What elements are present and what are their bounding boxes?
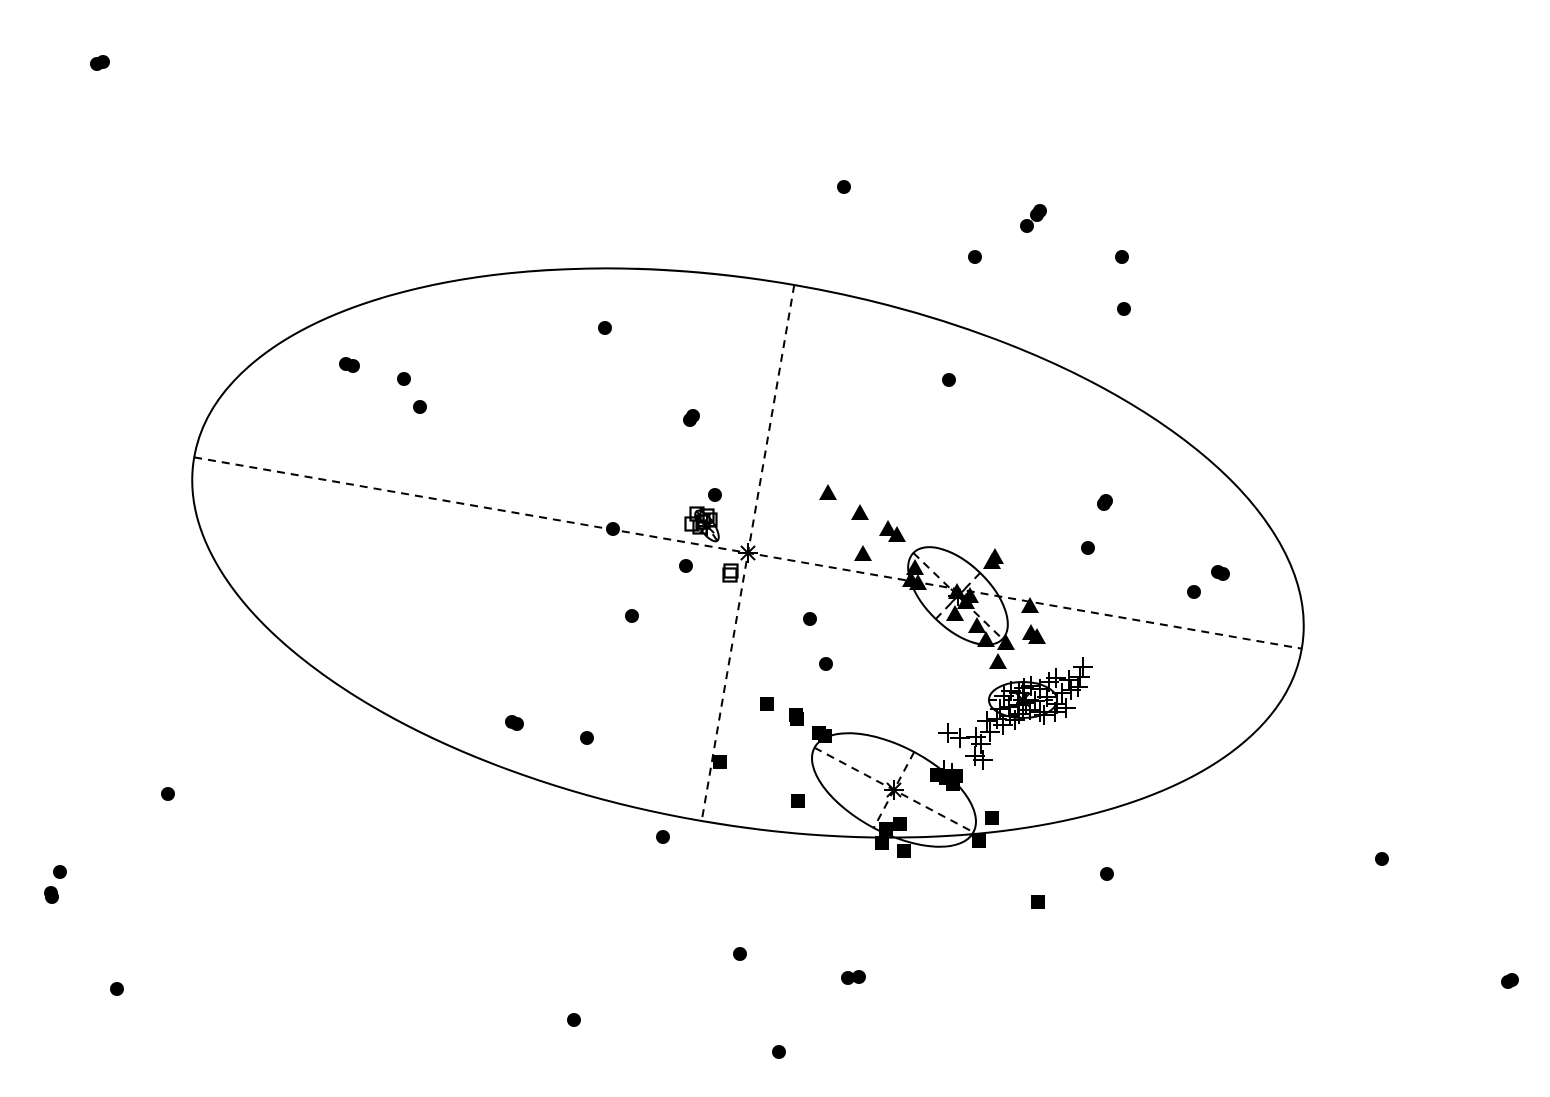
point-plus <box>1073 657 1093 677</box>
point-plus <box>950 728 970 748</box>
point-filled-triangle <box>888 526 906 542</box>
point-filled-square <box>879 822 893 836</box>
point-filled-circle <box>606 522 620 536</box>
point-filled-triangle <box>906 559 924 575</box>
centroid-layer <box>697 516 1033 800</box>
point-filled-square <box>1031 895 1045 909</box>
point-filled-circle <box>1097 497 1111 511</box>
point-filled-circle <box>1187 585 1201 599</box>
point-filled-triangle <box>946 605 964 621</box>
point-plus <box>977 711 997 731</box>
point-filled-triangle <box>851 504 869 520</box>
point-filled-triangle <box>879 520 897 536</box>
point-filled-circle <box>1117 302 1131 316</box>
point-open-square <box>684 516 700 532</box>
point-filled-circle <box>1081 541 1095 555</box>
point-plus <box>971 734 991 754</box>
centroid-asterisk <box>948 586 968 606</box>
point-filled-circle <box>580 731 594 745</box>
point-filled-square <box>760 697 774 711</box>
point-plus <box>994 686 1014 706</box>
point-filled-circle <box>567 1013 581 1027</box>
point-filled-circle <box>656 830 670 844</box>
point-filled-square <box>972 834 986 848</box>
point-filled-circle <box>598 321 612 335</box>
point-filled-circle <box>1115 250 1129 264</box>
point-filled-circle <box>1100 867 1114 881</box>
point-filled-square <box>790 712 804 726</box>
point-plus <box>973 750 993 770</box>
point-filled-circle <box>96 55 110 69</box>
point-filled-circle <box>679 559 693 573</box>
point-filled-circle <box>837 180 851 194</box>
point-filled-square <box>791 794 805 808</box>
point-filled-triangle <box>968 617 986 633</box>
point-plus <box>1070 667 1090 687</box>
point-filled-circle <box>819 657 833 671</box>
point-filled-triangle <box>983 553 1001 569</box>
point-filled-triangle <box>819 484 837 500</box>
point-filled-triangle <box>1021 597 1039 613</box>
point-plus <box>1061 680 1081 700</box>
point-filled-square <box>818 729 832 743</box>
point-filled-circle <box>772 1045 786 1059</box>
point-filled-circle <box>733 947 747 961</box>
point-filled-circle <box>161 787 175 801</box>
point-filled-circle <box>968 250 982 264</box>
point-filled-circle <box>1505 973 1519 987</box>
point-filled-circle <box>397 372 411 386</box>
point-filled-square <box>893 817 907 831</box>
centroid-asterisk <box>738 543 758 563</box>
point-plus <box>1047 694 1067 714</box>
point-filled-square <box>985 811 999 825</box>
point-filled-circle <box>510 717 524 731</box>
point-plus <box>1052 683 1072 703</box>
centroid-asterisk <box>884 780 904 800</box>
point-filled-circle <box>1030 208 1044 222</box>
centroid-asterisk <box>1013 690 1033 710</box>
point-filled-triangle <box>977 631 995 647</box>
point-filled-circle <box>625 609 639 623</box>
point-filled-square <box>875 836 889 850</box>
point-filled-circle <box>45 890 59 904</box>
point-filled-circle <box>708 488 722 502</box>
point-filled-circle <box>413 400 427 414</box>
point-filled-circle <box>1216 567 1230 581</box>
point-plus <box>1056 698 1076 718</box>
point-filled-circle <box>1020 219 1034 233</box>
point-filled-circle <box>346 359 360 373</box>
point-plus <box>980 722 1000 742</box>
point-layer <box>44 55 1519 1059</box>
point-plus <box>934 760 954 780</box>
point-filled-circle <box>841 971 855 985</box>
point-filled-circle <box>852 970 866 984</box>
point-plus <box>993 715 1013 735</box>
point-filled-circle <box>683 413 697 427</box>
centroid-asterisk <box>697 516 717 536</box>
point-plus <box>1045 702 1065 722</box>
point-filled-circle <box>53 865 67 879</box>
point-filled-square <box>897 844 911 858</box>
point-filled-circle <box>942 373 956 387</box>
point-filled-square <box>713 755 727 769</box>
point-open-square <box>722 567 738 583</box>
point-filled-triangle <box>997 634 1015 650</box>
point-filled-circle <box>110 982 124 996</box>
point-plus <box>1005 710 1025 730</box>
point-filled-circle <box>803 612 817 626</box>
point-filled-triangle <box>854 545 872 561</box>
point-filled-triangle <box>1028 628 1046 644</box>
point-filled-square <box>946 777 960 791</box>
point-plus <box>938 723 958 743</box>
point-filled-triangle <box>909 574 927 590</box>
point-plus <box>942 763 962 783</box>
point-plus <box>1034 705 1054 725</box>
point-filled-circle <box>1375 852 1389 866</box>
point-filled-triangle <box>957 593 975 609</box>
point-plus <box>965 746 985 766</box>
point-filled-triangle <box>989 653 1007 669</box>
